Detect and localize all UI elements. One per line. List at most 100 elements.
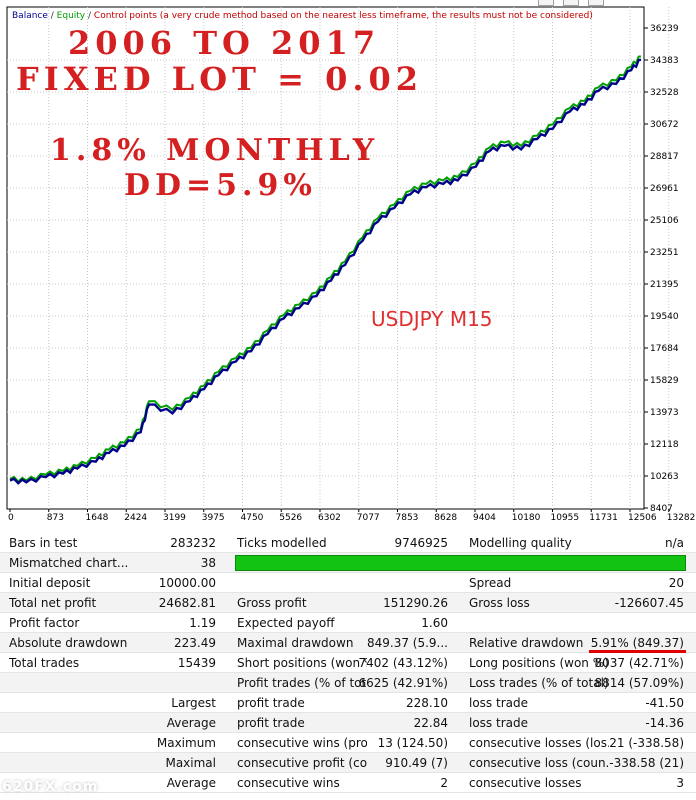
legend-separator: / [85, 11, 94, 21]
maximum-label: Maximum [156, 736, 216, 750]
y-tick-label: 28817 [650, 152, 679, 162]
max-consecutive-losses-value: 21 (-338.58) [609, 736, 684, 750]
total-trades-label: Total trades [9, 656, 80, 670]
short-positions-label: Short positions (won %) [237, 656, 367, 670]
average-consecutive-losses-value: 3 [676, 776, 684, 790]
chart-legend: Balance / Equity / Control points (a ver… [12, 11, 593, 21]
x-tick-label: 10955 [551, 513, 580, 523]
bars-label: Bars in test [9, 536, 78, 550]
maximal-drawdown-label: Maximal drawdown [237, 636, 354, 650]
deposit-label: Initial deposit [9, 576, 91, 590]
largest-loss-value: -41.50 [645, 696, 684, 710]
deposit-value: 10000.00 [158, 576, 216, 590]
y-axis-ticks: 36239 34383 32528 30672 28817 26961 25106 23251… [644, 24, 679, 514]
legend-separator: / [47, 11, 57, 21]
overlay-period: 2006 TO 2017 [68, 24, 381, 62]
mismatch-value: 38 [200, 556, 216, 570]
y-tick-label: 34383 [650, 56, 679, 66]
average-consecutive-wins-value: 2 [440, 776, 448, 790]
total-trades-value: 15439 [177, 656, 216, 670]
x-tick-label: 3199 [163, 513, 186, 523]
close-button[interactable] [588, 0, 604, 6]
x-tick-label: 5526 [279, 513, 302, 523]
average-consecutive-wins-label: consecutive wins [237, 776, 340, 790]
bars-value: 283232 [170, 536, 216, 550]
report-row: Bars in test 283232 Ticks modelled 97469… [0, 533, 696, 553]
x-tick-label: 1648 [86, 513, 109, 523]
average-consecutive-losses-label: consecutive losses [469, 776, 582, 790]
max-consecutive-losses-label: consecutive losses (los... [469, 736, 609, 750]
average-consecutive-label: Average [166, 776, 216, 790]
legend-balance: Balance [12, 11, 48, 21]
x-tick-label: 8628 [434, 513, 457, 523]
largest-loss-label: loss trade [469, 696, 528, 710]
x-tick-label: 9404 [473, 513, 496, 523]
mismatch-label: Mismatched chart... [9, 556, 129, 570]
maximal-consecutive-profit-value: 910.49 (7) [385, 756, 448, 770]
report-row: Profit trades (% of total) 6625 (42.91%)… [0, 673, 696, 693]
profit-factor-value: 1.19 [189, 616, 216, 630]
report-row: Mismatched chart... 38 [0, 553, 696, 573]
x-axis-ticks: 0 873 1648 2424 3199 3975 4750 5526 6302 7077 7853… [8, 509, 696, 523]
x-tick-label: 4750 [241, 513, 264, 523]
maximal-consecutive-profit-label: consecutive profit (co... [237, 756, 367, 770]
y-tick-label: 12118 [650, 440, 679, 450]
overlay-drawdown: DD=5.9% [124, 168, 317, 203]
report-row: Largest profit trade 228.10 loss trade -… [0, 693, 696, 713]
profit-trades-value: 6625 (42.91%) [358, 676, 448, 690]
report-row: Average profit trade 22.84 loss trade -1… [0, 713, 696, 733]
x-tick-label: 873 [47, 513, 64, 523]
equity-line [9, 55, 642, 483]
overlay-lot: FIXED LOT = 0.02 [16, 60, 424, 98]
quality-value: n/a [664, 536, 684, 550]
gross-profit-value: 151290.26 [383, 596, 448, 610]
legend-control-points: Control points (a very crude method base… [93, 11, 593, 21]
overlay-monthly: 1.8% MONTHLY [50, 133, 380, 168]
minimize-button[interactable] [538, 0, 554, 6]
y-tick-label: 10263 [650, 472, 679, 482]
gross-loss-value: -126607.45 [614, 596, 684, 610]
largest-label: Largest [171, 696, 216, 710]
ticks-label: Ticks modelled [237, 536, 327, 550]
balance-chart: 36239 34383 32528 30672 28817 26961 25106 23251… [6, 0, 696, 523]
max-consecutive-wins-value: 13 (124.50) [377, 736, 448, 750]
restore-button[interactable] [563, 0, 579, 6]
x-tick-label: 3975 [202, 513, 225, 523]
legend-equity: Equity [56, 11, 86, 21]
long-positions-label: Long positions (won %) [469, 656, 609, 670]
y-tick-label: 17684 [650, 344, 679, 354]
y-tick-label: 23251 [650, 248, 679, 258]
spread-label: Spread [469, 576, 512, 590]
largest-profit-label: profit trade [237, 696, 305, 710]
report-row: Maximum consecutive wins (prof... 13 (12… [0, 733, 696, 753]
profit-factor-label: Profit factor [9, 616, 80, 630]
x-tick-label: 12506 [628, 513, 657, 523]
series-group [9, 55, 642, 485]
report-row: Initial deposit 10000.00 Spread 20 [0, 573, 696, 593]
spread-value: 20 [668, 576, 684, 590]
x-tick-label: 0 [8, 513, 14, 523]
y-tick-label: 30672 [650, 120, 679, 130]
largest-profit-value: 228.10 [406, 696, 448, 710]
y-tick-label: 8407 [650, 504, 673, 514]
y-tick-label: 32528 [650, 88, 679, 98]
watermark: 620FX.com [2, 779, 99, 795]
profit-trades-label: Profit trades (% of total) [237, 676, 367, 690]
average-loss-label: loss trade [469, 716, 528, 730]
horizontal-gridlines [7, 59, 644, 477]
quality-label: Modelling quality [469, 536, 572, 550]
gross-loss-label: Gross loss [469, 596, 530, 610]
maximal-drawdown-value: 849.37 (5.9... [366, 636, 448, 650]
x-tick-label: 7853 [396, 513, 419, 523]
ticks-value: 9746925 [394, 536, 448, 550]
expected-payoff-label: Expected payoff [237, 616, 335, 630]
y-tick-label: 36239 [650, 24, 679, 34]
average-profit-label: profit trade [237, 716, 305, 730]
y-tick-label: 26961 [650, 184, 679, 194]
x-tick-label: 13282 [667, 513, 696, 523]
x-tick-label: 11731 [589, 513, 618, 523]
x-tick-label: 2424 [124, 513, 147, 523]
report-row: Average consecutive wins 2 consecutive l… [0, 773, 696, 793]
plot-frame [6, 6, 645, 510]
loss-trades-value: 8814 (57.09%) [594, 676, 684, 690]
